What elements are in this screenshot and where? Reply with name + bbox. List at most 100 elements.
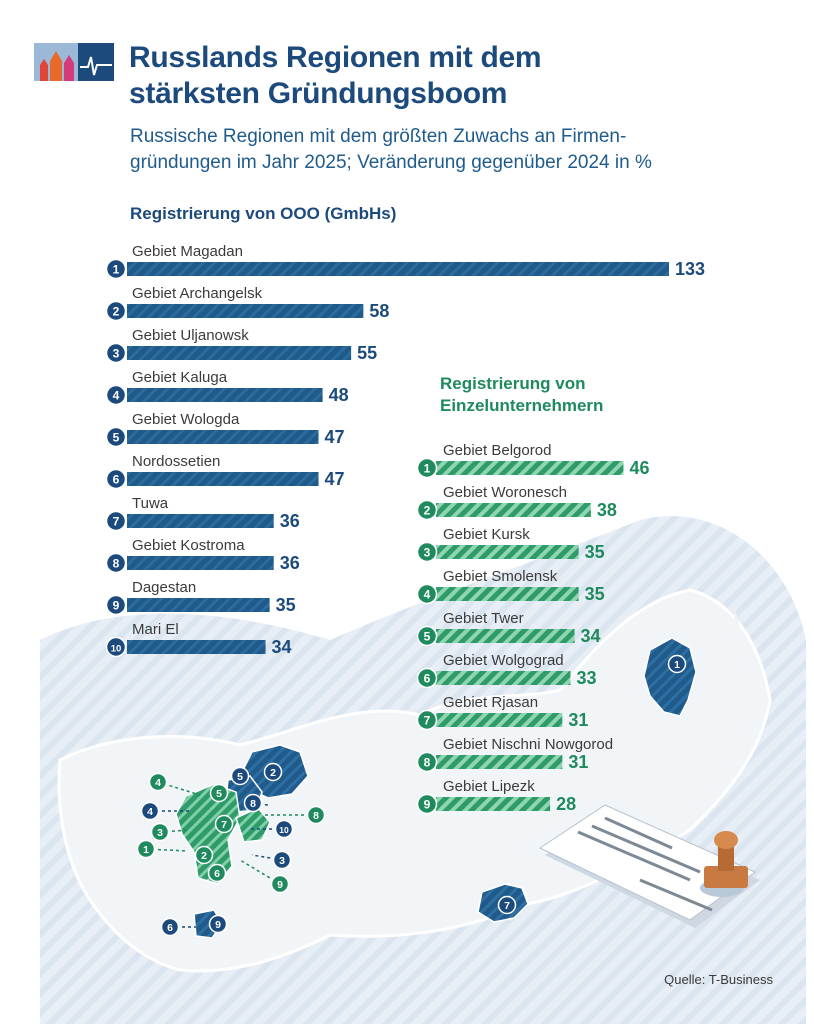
bar bbox=[436, 797, 551, 811]
rank-number: 6 bbox=[113, 473, 120, 487]
map-ooo-marker bbox=[230, 766, 250, 786]
bar-category-label: Mari El bbox=[132, 621, 179, 638]
bar bbox=[127, 346, 352, 360]
bar bbox=[436, 671, 571, 685]
bar bbox=[127, 262, 669, 276]
map-ie-marker-number: 7 bbox=[221, 819, 227, 831]
rank-badge bbox=[416, 751, 438, 773]
rank-number: 3 bbox=[113, 347, 120, 361]
rank-number: 1 bbox=[113, 263, 120, 277]
bar-category-label: Gebiet Wologda bbox=[132, 411, 240, 428]
bar-category-label: Gebiet Magadan bbox=[132, 243, 243, 260]
bar-category-label: Nordossetien bbox=[132, 453, 220, 470]
map-ooo-marker-number: 5 bbox=[237, 771, 243, 783]
bar-value-label: 47 bbox=[325, 469, 345, 489]
rank-number: 8 bbox=[424, 756, 431, 770]
bar-value-label: 48 bbox=[329, 385, 349, 405]
bar bbox=[127, 430, 319, 444]
bar bbox=[127, 514, 274, 528]
bar bbox=[436, 545, 579, 559]
bar bbox=[436, 713, 563, 727]
bar-category-label: Gebiet Rjasan bbox=[443, 694, 538, 711]
rank-badge bbox=[105, 426, 127, 448]
rank-badge bbox=[416, 709, 438, 731]
brand-logo bbox=[34, 43, 114, 81]
bar-value-label: 133 bbox=[675, 259, 705, 279]
rank-number: 7 bbox=[113, 515, 120, 529]
rank-number: 3 bbox=[424, 546, 431, 560]
bar-category-label: Gebiet Uljanowsk bbox=[132, 327, 249, 344]
map-ie-marker-number: 4 bbox=[155, 777, 161, 789]
bar-category-label: Gebiet Twer bbox=[443, 610, 524, 627]
rank-number: 6 bbox=[424, 672, 431, 686]
bar-value-label: 35 bbox=[585, 542, 605, 562]
bar-value-label: 34 bbox=[272, 637, 292, 657]
bar bbox=[436, 755, 563, 769]
bar-category-label: Gebiet Kostroma bbox=[132, 537, 245, 554]
rank-badge bbox=[416, 625, 438, 647]
bar-value-label: 31 bbox=[568, 752, 588, 772]
rank-number: 5 bbox=[424, 630, 431, 644]
bar-value-label: 36 bbox=[280, 511, 300, 531]
bar-value-label: 28 bbox=[556, 794, 576, 814]
map-ooo-marker-number: 6 bbox=[167, 922, 173, 934]
bar-value-label: 31 bbox=[568, 710, 588, 730]
bar bbox=[127, 472, 319, 486]
bar-value-label: 33 bbox=[576, 668, 596, 688]
rank-number: 7 bbox=[424, 714, 431, 728]
rank-badge bbox=[105, 510, 127, 532]
bar-category-label: Tuwa bbox=[132, 495, 169, 512]
source-note: Quelle: T-Business bbox=[664, 972, 773, 987]
map-ooo-marker-number: 1 bbox=[674, 659, 680, 671]
bar bbox=[127, 388, 323, 402]
map-ie-marker-number: 9 bbox=[277, 879, 283, 891]
rank-number: 9 bbox=[113, 599, 120, 613]
bar bbox=[127, 598, 270, 612]
rank-number: 5 bbox=[113, 431, 120, 445]
rank-badge bbox=[105, 342, 127, 364]
map-ooo-marker bbox=[272, 850, 292, 870]
bar-value-label: 35 bbox=[585, 584, 605, 604]
map-ie-marker bbox=[148, 772, 168, 792]
bar-value-label: 38 bbox=[597, 500, 617, 520]
rank-badge bbox=[416, 583, 438, 605]
rank-badge bbox=[105, 636, 127, 658]
map-ooo-marker-number: 10 bbox=[279, 825, 289, 835]
map-ooo-marker-number: 7 bbox=[504, 900, 510, 912]
map-ooo-marker-number: 3 bbox=[279, 855, 285, 867]
bar bbox=[127, 640, 266, 654]
bar-category-label: Gebiet Wolgograd bbox=[443, 652, 564, 669]
bar-category-label: Gebiet Woronesch bbox=[443, 484, 567, 501]
bar bbox=[436, 629, 575, 643]
rank-badge bbox=[416, 457, 438, 479]
bar-category-label: Gebiet Kaluga bbox=[132, 369, 228, 386]
bar-category-label: Gebiet Lipezk bbox=[443, 778, 535, 795]
bar-category-label: Gebiet Smolensk bbox=[443, 568, 558, 585]
map-ie-marker bbox=[270, 874, 290, 894]
rank-number: 1 bbox=[424, 462, 431, 476]
marker-leader-line bbox=[251, 854, 283, 861]
rank-number: 4 bbox=[424, 588, 431, 602]
bar bbox=[127, 304, 364, 318]
bar-value-label: 36 bbox=[280, 553, 300, 573]
map-ie-marker-number: 8 bbox=[313, 810, 319, 822]
sakhalin-island bbox=[732, 610, 747, 740]
ie-section-title: Registrierung von Einzelunternehmern bbox=[440, 374, 604, 415]
map-ooo-marker bbox=[274, 819, 294, 839]
map-ooo-marker bbox=[263, 762, 283, 782]
map-ie-marker bbox=[207, 863, 227, 883]
bar-value-label: 46 bbox=[629, 458, 649, 478]
map-ie-marker bbox=[194, 845, 214, 865]
map-ie-marker bbox=[136, 839, 156, 859]
rank-badge bbox=[416, 793, 438, 815]
map-ie-marker-number: 5 bbox=[216, 788, 222, 800]
rank-number: 9 bbox=[424, 798, 431, 812]
rank-badge bbox=[416, 499, 438, 521]
map-ooo-marker bbox=[160, 917, 180, 937]
rank-number: 2 bbox=[424, 504, 431, 518]
rank-badge bbox=[105, 552, 127, 574]
